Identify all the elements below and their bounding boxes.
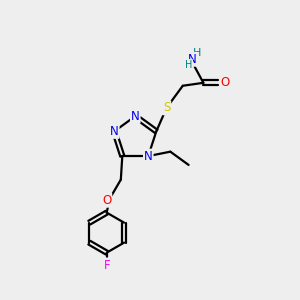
Text: O: O <box>220 76 230 89</box>
Text: O: O <box>102 194 111 207</box>
Text: H: H <box>185 60 192 70</box>
Text: N: N <box>110 125 119 138</box>
Text: H: H <box>192 48 201 58</box>
Text: N: N <box>131 110 140 123</box>
Text: F: F <box>103 259 110 272</box>
Text: N: N <box>188 53 197 66</box>
Text: S: S <box>163 101 170 114</box>
Text: N: N <box>144 150 153 163</box>
